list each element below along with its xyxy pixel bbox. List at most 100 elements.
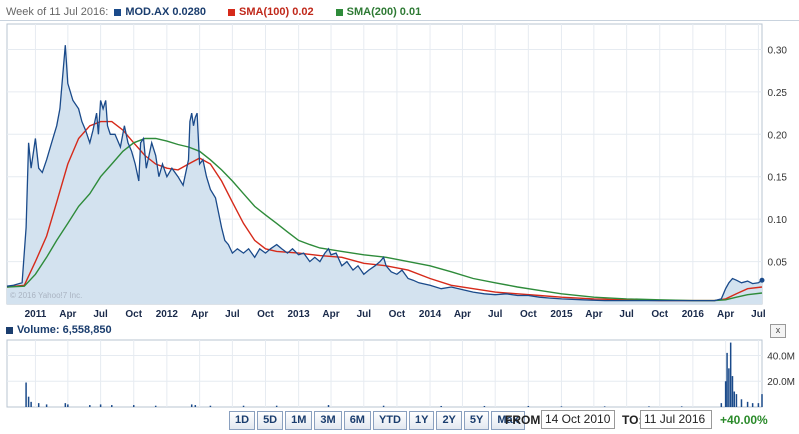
volume-bar bbox=[724, 381, 727, 407]
x-tick-label: Apr bbox=[322, 309, 339, 320]
legend-swatch-price bbox=[114, 8, 122, 16]
volume-bar bbox=[729, 342, 732, 407]
x-tick-label: Apr bbox=[191, 309, 208, 320]
y-tick-label: 0.10 bbox=[768, 215, 788, 226]
volume-bar bbox=[132, 405, 135, 407]
x-tick-label: Oct bbox=[651, 309, 668, 320]
volume-bar bbox=[731, 376, 734, 407]
x-tick-label: Oct bbox=[257, 309, 274, 320]
header-divider bbox=[0, 20, 799, 21]
y-tick-label: 0.25 bbox=[768, 88, 788, 99]
volume-bar bbox=[527, 405, 530, 407]
y-tick-label: 0.15 bbox=[768, 173, 788, 184]
volume-bar bbox=[746, 401, 749, 407]
y-tick-label: 0.05 bbox=[768, 258, 788, 269]
volume-bar bbox=[740, 399, 743, 407]
x-tick-label: Jul bbox=[225, 309, 240, 320]
x-tick-label: Jul bbox=[751, 309, 766, 320]
x-tick-label: Apr bbox=[585, 309, 602, 320]
legend-item-sma100: SMA(100) 0.02 bbox=[228, 6, 314, 18]
volume-legend: Volume: 6,558,850 bbox=[6, 323, 112, 337]
price-area bbox=[7, 45, 762, 304]
volume-bar bbox=[757, 403, 760, 407]
legend-label-price: MOD.AX 0.0280 bbox=[125, 6, 207, 18]
volume-swatch bbox=[6, 326, 13, 334]
chart-legend: Week of 11 Jul 2016: MOD.AX 0.0280 SMA(1… bbox=[6, 4, 443, 20]
y-tick-label: 0.20 bbox=[768, 130, 788, 141]
volume-bar bbox=[726, 352, 728, 407]
series-line-sma200 bbox=[6, 137, 763, 302]
from-label: FROM: bbox=[505, 413, 545, 427]
volume-bar bbox=[483, 405, 486, 407]
volume-bar bbox=[735, 394, 738, 407]
volume-bar bbox=[751, 403, 754, 407]
volume-bar bbox=[64, 403, 67, 407]
series-line-price bbox=[6, 45, 763, 302]
volume-plot-frame bbox=[6, 339, 763, 408]
volume-bar bbox=[728, 368, 730, 407]
volume-bar bbox=[733, 391, 736, 407]
volume-bar bbox=[440, 405, 442, 407]
volume-bar bbox=[25, 382, 27, 407]
volume-bar bbox=[30, 401, 32, 407]
x-tick-label: 2012 bbox=[156, 309, 179, 320]
volume-bar bbox=[720, 403, 723, 407]
volume-bar bbox=[275, 405, 278, 407]
volume-bar bbox=[27, 396, 30, 407]
legend-label-sma200: SMA(200) 0.01 bbox=[346, 6, 422, 18]
x-tick-label: Oct bbox=[389, 309, 406, 320]
volume-bar bbox=[648, 406, 650, 407]
collapse-volume-button[interactable]: x bbox=[770, 324, 786, 338]
range-button-1d[interactable]: 1D bbox=[229, 411, 256, 430]
volume-legend-label: Volume: 6,558,850 bbox=[17, 324, 112, 336]
range-button-5d[interactable]: 5D bbox=[257, 411, 284, 430]
x-tick-label: Jul bbox=[357, 309, 372, 320]
volume-y-tick-label: 40.0M bbox=[767, 351, 795, 362]
x-tick-label: 2015 bbox=[550, 309, 573, 320]
legend-swatch-sma100 bbox=[228, 8, 236, 16]
legend-item-price: MOD.AX 0.0280 bbox=[114, 6, 206, 18]
watermark-text: © 2016 Yahoo!7 Inc. bbox=[10, 291, 82, 300]
volume-bar bbox=[680, 406, 683, 407]
legend-label-sma100: SMA(100) 0.02 bbox=[239, 6, 314, 18]
x-tick-label: Oct bbox=[520, 309, 537, 320]
volume-bar bbox=[99, 404, 102, 407]
range-button-1y[interactable]: 1Y bbox=[408, 411, 435, 430]
change-percent: +40.00% bbox=[720, 413, 768, 427]
legend-swatch-sma200 bbox=[335, 8, 343, 16]
volume-bar bbox=[382, 405, 385, 407]
volume-bar bbox=[560, 406, 563, 407]
volume-bar bbox=[89, 405, 91, 407]
last-price-marker bbox=[759, 277, 765, 283]
volume-bar bbox=[603, 406, 606, 407]
y-tick-label: 0.30 bbox=[768, 45, 788, 56]
to-date-input[interactable]: 11 Jul 2016 bbox=[640, 410, 712, 429]
range-button-3m[interactable]: 3M bbox=[314, 411, 342, 430]
x-tick-label: Jul bbox=[488, 309, 503, 320]
range-button-2y[interactable]: 2Y bbox=[436, 411, 462, 430]
to-label: TO: bbox=[622, 413, 643, 427]
from-date-input[interactable]: 14 Oct 2010 bbox=[541, 410, 615, 429]
x-tick-label: Oct bbox=[125, 309, 142, 320]
volume-bar bbox=[194, 405, 197, 407]
volume-bar bbox=[761, 394, 763, 407]
x-tick-label: 2014 bbox=[419, 309, 442, 320]
x-tick-label: 2016 bbox=[682, 309, 705, 320]
x-tick-label: Jul bbox=[619, 309, 634, 320]
range-button-5y[interactable]: 5Y bbox=[463, 411, 490, 430]
x-tick-label: Apr bbox=[59, 309, 76, 320]
volume-bar bbox=[209, 405, 212, 407]
legend-item-sma200: SMA(200) 0.01 bbox=[335, 6, 422, 18]
range-button-ytd[interactable]: YTD bbox=[372, 411, 407, 430]
volume-bar bbox=[111, 405, 113, 407]
range-button-max[interactable]: Max bbox=[491, 411, 525, 430]
range-button-1m[interactable]: 1M bbox=[285, 411, 313, 430]
volume-bar bbox=[45, 404, 48, 407]
volume-bar bbox=[242, 405, 245, 407]
range-button-6m[interactable]: 6M bbox=[343, 411, 371, 430]
x-tick-label: Apr bbox=[454, 309, 471, 320]
volume-bar bbox=[67, 404, 69, 407]
volume-bar bbox=[327, 405, 330, 407]
volume-y-tick-label: 20.0M bbox=[767, 377, 795, 388]
